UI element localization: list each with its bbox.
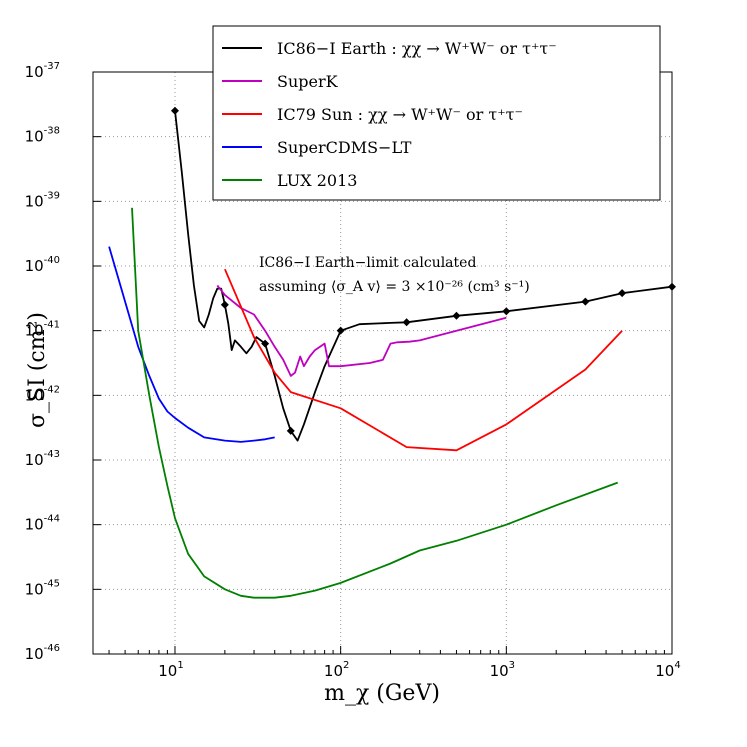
series-marker [452,311,461,320]
x-tick-label: 101 [158,660,183,680]
tick-layer: 101 102 103 10410-3710-3810-3910-4010-4110-… [25,61,681,680]
series-line-3 [108,246,275,443]
x-tick-exponent: 1 [177,660,183,671]
series-marker [502,307,511,316]
series-layer [108,106,676,599]
legend-label-1: SuperK [277,72,339,91]
annotation-line-2: assuming ⟨σ_A v⟩ = 3 ×10⁻²⁶ (cm³ s⁻¹) [259,279,530,295]
x-tick-exponent: 2 [343,660,349,671]
y-tick-exponent: -43 [44,449,60,460]
series-marker [618,289,627,298]
legend-label-2: IC79 Sun : χχ → W⁺W⁻ or τ⁺τ⁻ [277,105,523,124]
x-tick-exponent: 4 [674,660,680,671]
x-axis-label: m_χ (GeV) [324,681,440,706]
x-tick-label: 102 [324,660,349,680]
legend-label-4: LUX 2013 [277,171,357,190]
series-marker [170,106,179,115]
legend-label-0: IC86−I Earth : χχ → W⁺W⁻ or τ⁺τ⁻ [277,39,557,58]
legend-label-3: SuperCDMS−LT [277,138,412,157]
y-tick-exponent: -46 [44,643,60,654]
series-line-4 [131,207,619,599]
y-tick-label: 10-44 [25,514,60,534]
y-axis-label: σ_SI (cm²) [25,312,50,428]
y-tick-label: 10-39 [25,190,60,210]
y-tick-exponent: -39 [44,190,60,201]
y-tick-exponent: -40 [44,255,60,266]
y-tick-exponent: -42 [44,384,60,395]
x-tick-exponent: 3 [509,660,515,671]
series-marker [286,426,295,435]
series-line-2 [224,268,623,452]
annotation-line-1: IC86−I Earth−limit calculated [259,255,476,271]
y-tick-exponent: -44 [44,514,60,525]
y-tick-label: 10-38 [25,126,60,146]
y-tick-exponent: -37 [44,61,60,72]
y-tick-label: 10-46 [25,643,60,663]
series-marker [336,326,345,335]
y-tick-label: 10-43 [25,449,60,469]
y-tick-label: 10-40 [25,255,60,275]
series-marker [402,318,411,327]
y-tick-label: 10-37 [25,61,60,81]
series-line-0 [174,110,673,442]
y-tick-exponent: -41 [44,320,60,331]
y-tick-exponent: -38 [44,126,60,137]
x-tick-label: 103 [490,660,515,680]
legend-box [212,25,661,201]
series-marker [220,300,229,309]
series-line-1 [216,284,507,377]
legend: IC86−I Earth : χχ → W⁺W⁻ or τ⁺τ⁻ SuperK IC… [212,25,661,201]
series-marker [581,297,590,306]
y-tick-exponent: -45 [44,578,60,589]
x-tick-label: 104 [655,660,680,680]
y-tick-label: 10-45 [25,578,60,598]
series-marker [261,339,270,348]
